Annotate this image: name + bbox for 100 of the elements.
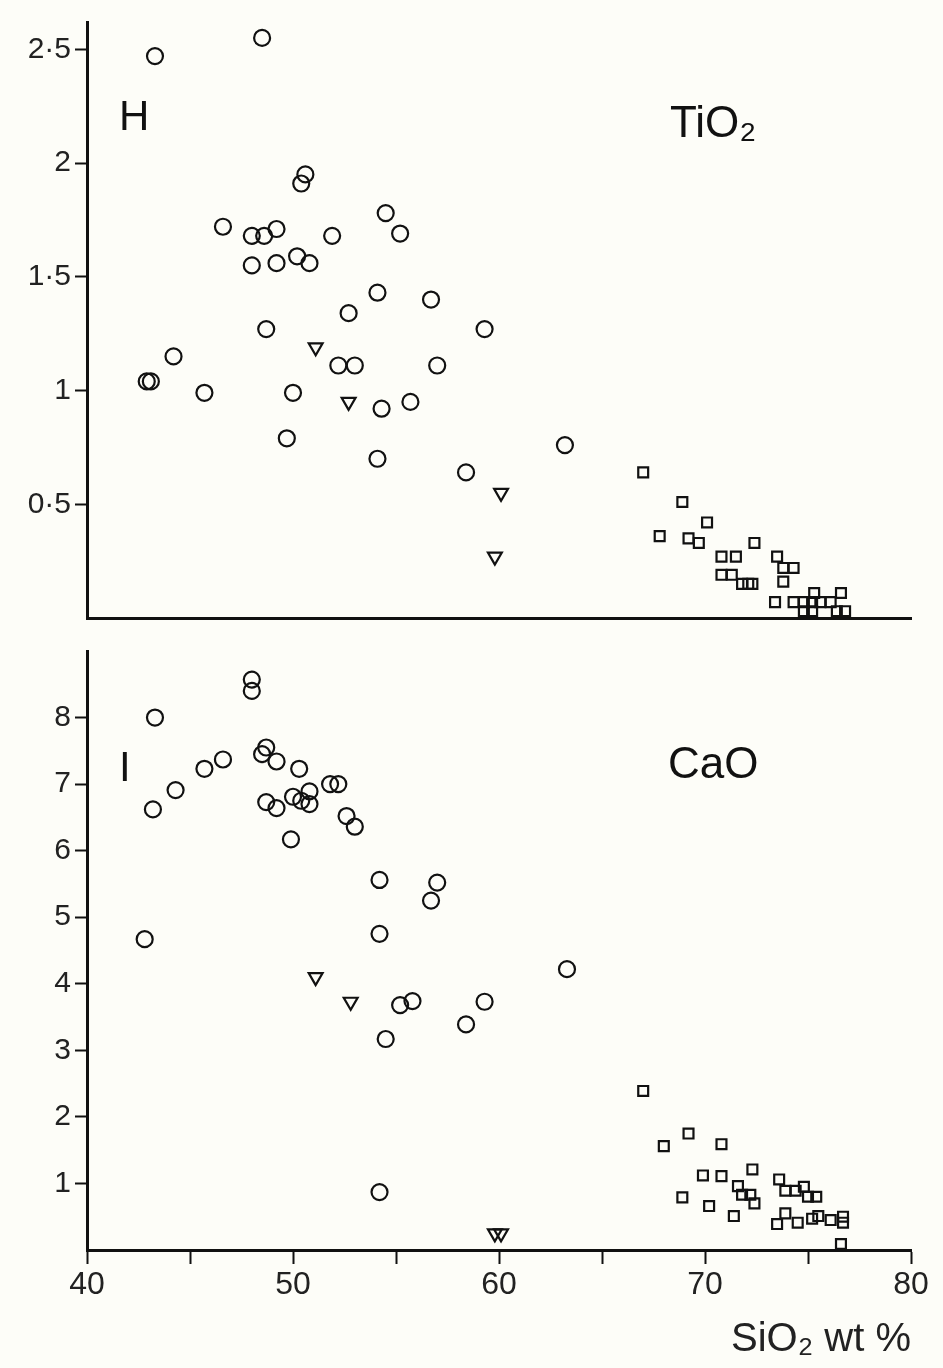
y-tick-label: 4: [54, 965, 71, 999]
point: [692, 536, 705, 549]
point: [653, 530, 666, 543]
point: [329, 775, 348, 794]
point: [320, 775, 340, 794]
point: [791, 1216, 804, 1229]
point: [701, 516, 714, 529]
point: [421, 290, 441, 309]
x-tick-label: 60: [481, 1265, 517, 1302]
y-tick-label: 2·5: [27, 30, 71, 64]
y-tick-label: 1: [54, 1164, 71, 1198]
point: [370, 924, 389, 943]
point: [729, 550, 742, 563]
point: [267, 798, 286, 818]
point: [771, 1217, 784, 1231]
x-axis-title: SiO₂ wt %: [731, 1315, 911, 1360]
point: [292, 791, 311, 810]
point: [137, 372, 156, 391]
y-tick-label: 0·5: [27, 485, 71, 519]
point: [253, 28, 272, 48]
point: [746, 577, 759, 590]
point: [372, 399, 391, 418]
point: [296, 165, 315, 184]
point: [428, 873, 447, 892]
point: [836, 1216, 850, 1229]
point: [267, 752, 286, 771]
point: [337, 806, 356, 826]
point: [789, 1184, 802, 1197]
point: [267, 219, 286, 239]
point: [676, 1191, 689, 1204]
point: [779, 1207, 792, 1220]
point: [370, 870, 389, 890]
point: [824, 596, 837, 609]
point: [771, 550, 784, 563]
annotation: I: [119, 742, 131, 790]
y-tick-label: 2: [54, 1098, 71, 1132]
point: [164, 347, 183, 366]
point: [797, 1180, 810, 1193]
y-tick-label: 3: [54, 1031, 71, 1065]
point: [746, 1163, 759, 1176]
point: [768, 596, 782, 609]
y-tick-label: 8: [54, 698, 71, 732]
point: [242, 256, 261, 275]
y-tick-label: 1: [54, 371, 71, 405]
point: [300, 794, 319, 814]
point: [300, 254, 319, 273]
y-tick-label: 5: [54, 898, 71, 932]
x-tick-label: 70: [687, 1265, 723, 1302]
point: [727, 1210, 740, 1223]
point: [288, 247, 307, 266]
point: [213, 750, 233, 769]
point: [257, 320, 276, 339]
y-tick-label: 7: [54, 765, 71, 799]
point: [421, 891, 441, 910]
text: CaO: [668, 738, 759, 788]
point: [797, 596, 810, 609]
x-tick-label: 40: [69, 1265, 105, 1302]
point: [744, 1188, 757, 1201]
x-tick-label: 50: [275, 1265, 311, 1302]
point: [555, 436, 575, 455]
point: [475, 992, 494, 1011]
point: [428, 356, 447, 375]
point: [283, 383, 303, 402]
point: [808, 586, 821, 600]
point: [456, 1015, 476, 1034]
point: [257, 792, 276, 812]
point: [213, 217, 233, 236]
point: [748, 1197, 761, 1210]
point: [166, 781, 185, 800]
point: [682, 532, 695, 545]
point: [376, 203, 395, 223]
point: [773, 1173, 786, 1186]
point: [731, 1180, 745, 1193]
point: [403, 991, 422, 1011]
point: [368, 449, 387, 468]
point: [777, 575, 790, 588]
point: [145, 708, 165, 727]
point: [475, 320, 494, 339]
point: [779, 1184, 792, 1197]
point: [391, 224, 410, 243]
point: [839, 605, 852, 618]
point: [824, 1214, 837, 1227]
point: [787, 561, 800, 574]
point: [242, 226, 261, 245]
point: [290, 759, 309, 778]
point: [242, 670, 261, 689]
point: [637, 466, 650, 479]
point: [323, 226, 342, 245]
point: [486, 551, 503, 566]
point: [345, 817, 364, 836]
point: [557, 960, 577, 979]
point: [725, 568, 738, 581]
annotation: H: [119, 91, 150, 139]
point: [456, 463, 476, 482]
point: [145, 47, 165, 66]
point: [703, 1200, 716, 1213]
point: [657, 1140, 670, 1153]
point: [715, 1138, 728, 1151]
point: [401, 392, 420, 411]
point: [368, 283, 387, 302]
